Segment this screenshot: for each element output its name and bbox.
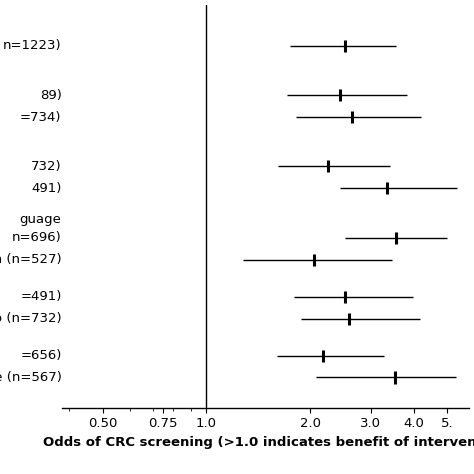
Text: o (n=732): o (n=732) (0, 312, 62, 325)
Text: 491): 491) (31, 182, 62, 195)
Text: ish (n=527): ish (n=527) (0, 253, 62, 266)
Text: te (n=567): te (n=567) (0, 371, 62, 384)
Text: =734): =734) (20, 110, 62, 124)
Text: =656): =656) (20, 349, 62, 362)
Text: 89): 89) (40, 89, 62, 102)
Text: guage: guage (20, 213, 62, 227)
Text: n=1223): n=1223) (3, 39, 62, 52)
Text: =491): =491) (20, 290, 62, 303)
Text: 732): 732) (31, 160, 62, 173)
X-axis label: Odds of CRC screening (>1.0 indicates benefit of interventi: Odds of CRC screening (>1.0 indicates be… (43, 436, 474, 449)
Text: n=696): n=696) (12, 231, 62, 244)
